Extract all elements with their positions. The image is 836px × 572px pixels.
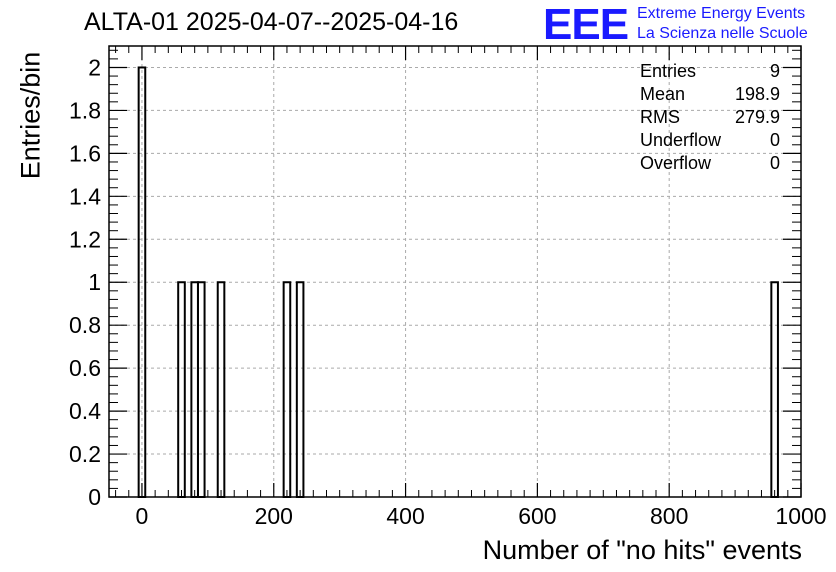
stats-row-overflow: Overflow 0 [640, 152, 780, 175]
x-tick-label: 400 [386, 503, 424, 529]
stats-row-rms: RMS 279.9 [640, 106, 780, 129]
y-tick-label: 1.4 [69, 183, 101, 209]
logo-line-1: Extreme Energy Events [637, 5, 806, 22]
y-tick-label: 0.8 [69, 312, 101, 338]
y-tick-label: 0.4 [69, 398, 101, 424]
y-tick-label: 1.6 [69, 140, 101, 166]
stats-value: 0 [769, 130, 780, 150]
x-tick-label: 200 [255, 503, 293, 529]
histogram-bar [295, 281, 305, 498]
eee-logo: EEE [543, 0, 629, 49]
histogram-bar [282, 281, 292, 498]
x-tick-label: 600 [518, 503, 556, 529]
histogram-bar [770, 281, 779, 498]
stats-row-entries: Entries 9 [640, 60, 780, 83]
stats-label: Overflow [640, 153, 712, 173]
stats-label: Entries [640, 61, 697, 81]
stats-label: RMS [640, 107, 680, 127]
axes [108, 45, 802, 498]
logo-line-2: La Scienza nelle Scuole [637, 25, 808, 42]
logo-text: Extreme Energy Events La Scienza nelle S… [637, 4, 808, 44]
y-tick-label: 0.6 [69, 355, 101, 381]
x-tick-label: 1000 [775, 503, 826, 529]
y-tick-label: 1 [88, 269, 101, 295]
y-tick-label: 1.2 [69, 226, 101, 252]
y-tick-label: 0.2 [69, 441, 101, 467]
histogram-bar [196, 281, 206, 498]
x-tick-label: 800 [650, 503, 688, 529]
y-tick-label: 1.8 [69, 97, 101, 123]
stats-row-mean: Mean 198.9 [640, 83, 780, 106]
histogram-bar [216, 281, 226, 498]
x-tick-labels: 0 200 400 600 800 1000 [136, 503, 827, 529]
stats-value: 198.9 [734, 84, 780, 104]
chart-title: ALTA-01 2025-04-07--2025-04-16 [84, 8, 459, 36]
y-tick-labels: 0 0.2 0.4 0.6 0.8 1 1.2 1.4 1.6 1.8 2 [69, 54, 101, 510]
plot-frame [108, 45, 802, 498]
stats-label: Underflow [640, 130, 722, 150]
stats-value: 9 [769, 61, 780, 81]
histogram-bar [177, 281, 186, 498]
stats-value: 279.9 [734, 107, 780, 127]
y-axis-label: Entries/bin [15, 51, 46, 180]
y-axis-label-wrap: Entries/bin [6, 0, 46, 310]
stats-label: Mean [640, 84, 686, 104]
stats-value: 0 [769, 153, 780, 173]
stats-box: Entries 9 Mean 198.9 RMS 279.9 Underflow 0 O… [640, 60, 780, 175]
x-axis-label: Number of "no hits" events [482, 535, 802, 565]
x-tick-label: 0 [136, 503, 149, 529]
y-tick-label: 2 [88, 54, 101, 80]
stats-row-underflow: Underflow 0 [640, 129, 780, 152]
y-tick-label: 0 [88, 484, 101, 510]
